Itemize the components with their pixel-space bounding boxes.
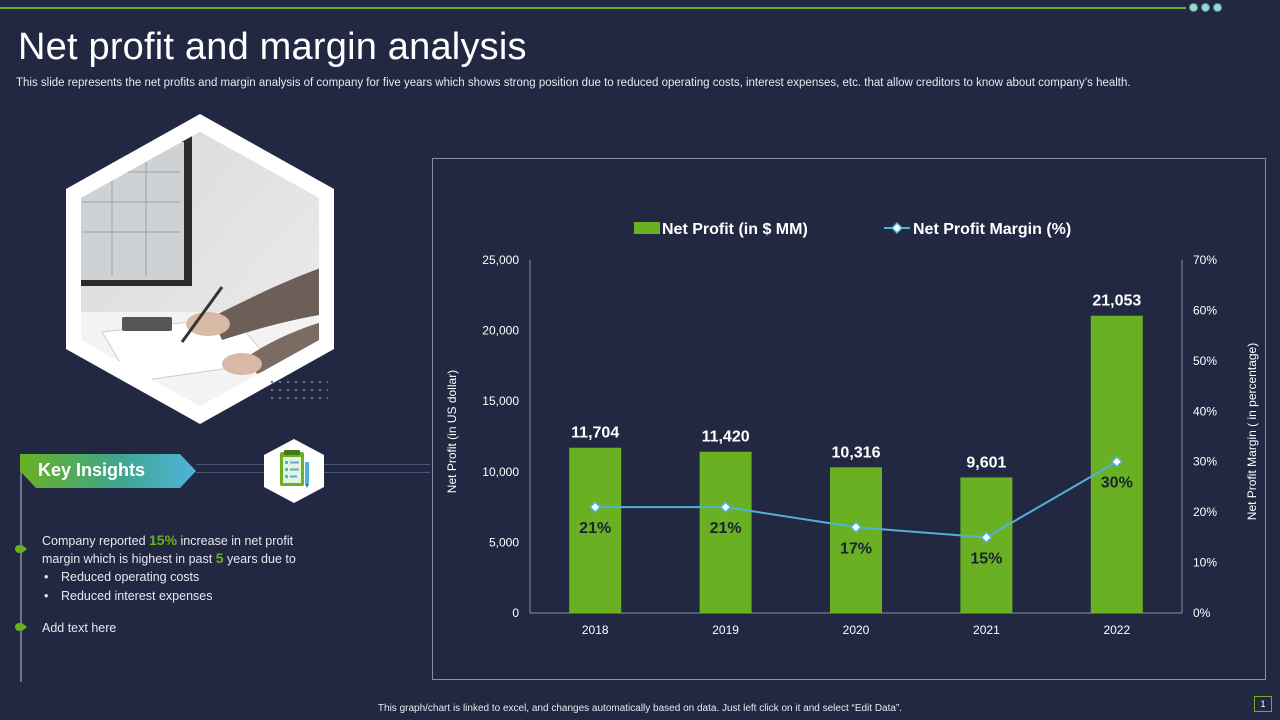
x-tick-label: 2020 bbox=[843, 623, 870, 637]
legend-swatch-marker bbox=[890, 221, 904, 235]
bar-value-label: 11,704 bbox=[571, 425, 619, 442]
bar bbox=[569, 447, 622, 613]
highlight-years: 5 bbox=[215, 550, 224, 566]
y2-tick-label: 60% bbox=[1193, 303, 1217, 317]
sub-bullet-text: Reduced interest expenses bbox=[61, 589, 213, 603]
insight-text: years due to bbox=[227, 552, 296, 566]
bar bbox=[830, 467, 882, 613]
y2-tick-label: 0% bbox=[1193, 606, 1211, 620]
margin-point bbox=[980, 531, 993, 544]
y-tick-label: 15,000 bbox=[482, 394, 519, 408]
sub-bullet-text: Reduced operating costs bbox=[61, 570, 200, 584]
bullet-arrow-icon bbox=[15, 545, 27, 553]
timeline-line bbox=[20, 470, 22, 682]
x-tick-label: 2022 bbox=[1103, 623, 1130, 637]
y-tick-label: 0 bbox=[512, 606, 519, 620]
insight-text: increase in net profit bbox=[180, 534, 294, 548]
y2-tick-label: 10% bbox=[1193, 556, 1217, 570]
legend-label: Net Profit (in $ MM) bbox=[662, 221, 808, 238]
margin-value-label: 21% bbox=[579, 520, 611, 537]
insight-text-line: Company reported 15% increase in net pro… bbox=[42, 531, 293, 551]
top-accent-line bbox=[0, 7, 1186, 9]
y2-tick-label: 30% bbox=[1193, 455, 1217, 469]
bar bbox=[699, 451, 752, 613]
x-tick-label: 2018 bbox=[582, 623, 609, 637]
margin-point bbox=[719, 501, 732, 514]
decor-dot bbox=[1213, 3, 1222, 12]
bar bbox=[960, 477, 1013, 613]
y-tick-label: 10,000 bbox=[482, 465, 519, 479]
highlight-percent: 15% bbox=[149, 532, 178, 548]
insight-text: margin which is highest in past bbox=[42, 552, 213, 566]
y-tick-label: 20,000 bbox=[482, 324, 519, 338]
bar-value-label: 10,316 bbox=[832, 444, 881, 461]
key-insights-heading: Key Insights bbox=[38, 460, 146, 480]
x-tick-label: 2021 bbox=[973, 623, 1000, 637]
page-subtitle: This slide represents the net profits an… bbox=[16, 77, 1131, 89]
y2-axis-title: Net Profit Margin ( in percentage) bbox=[1245, 343, 1259, 520]
bullet-arrow-icon bbox=[15, 623, 27, 631]
clipboard-checklist-icon bbox=[264, 439, 324, 503]
insight-text-line: margin which is highest in past 5 years … bbox=[42, 549, 296, 569]
y-tick-label: 5,000 bbox=[489, 535, 519, 549]
margin-point bbox=[589, 501, 602, 514]
sub-bullet: • Reduced interest expenses bbox=[44, 589, 213, 603]
margin-value-label: 17% bbox=[840, 540, 872, 557]
margin-point bbox=[1110, 455, 1123, 468]
margin-value-label: 15% bbox=[970, 550, 1002, 567]
bar-value-label: 9,601 bbox=[966, 454, 1006, 471]
y2-tick-label: 40% bbox=[1193, 404, 1217, 418]
margin-value-label: 30% bbox=[1101, 475, 1133, 492]
bar-value-label: 21,053 bbox=[1092, 293, 1141, 310]
combo-chart: 0 5,000 10,000 15,000 20,000 25,000 0% 10% 20% 30… bbox=[445, 221, 1259, 637]
insight-text: Company reported bbox=[42, 534, 146, 548]
margin-point bbox=[849, 521, 863, 534]
decor-dot bbox=[1201, 3, 1210, 12]
chart-frame bbox=[432, 158, 1266, 680]
x-tick-label: 2019 bbox=[712, 623, 739, 637]
sub-bullet: • Reduced operating costs bbox=[44, 570, 200, 584]
decor-dots bbox=[1189, 3, 1222, 12]
decor-dot-grid bbox=[268, 378, 328, 402]
margin-value-label: 21% bbox=[710, 520, 742, 537]
legend-label: Net Profit Margin (%) bbox=[913, 221, 1071, 238]
insight-add-text: Add text here bbox=[42, 621, 117, 635]
key-insights-banner bbox=[20, 454, 196, 488]
y-tick-label: 25,000 bbox=[482, 253, 519, 267]
decor-dot bbox=[1189, 3, 1198, 12]
footer-note: This graph/chart is linked to excel, and… bbox=[377, 703, 903, 714]
y2-tick-label: 70% bbox=[1193, 253, 1217, 267]
legend-swatch-bar bbox=[634, 222, 660, 234]
page-number: 1 bbox=[1254, 696, 1272, 712]
y2-tick-label: 50% bbox=[1193, 354, 1217, 368]
y-axis-title: Net Profit (in US dollar) bbox=[445, 370, 459, 493]
page-title: Net profit and margin analysis bbox=[18, 26, 527, 68]
bar-value-label: 11,420 bbox=[702, 429, 750, 446]
y2-tick-label: 20% bbox=[1193, 505, 1217, 519]
hexagon-photo bbox=[66, 114, 334, 424]
